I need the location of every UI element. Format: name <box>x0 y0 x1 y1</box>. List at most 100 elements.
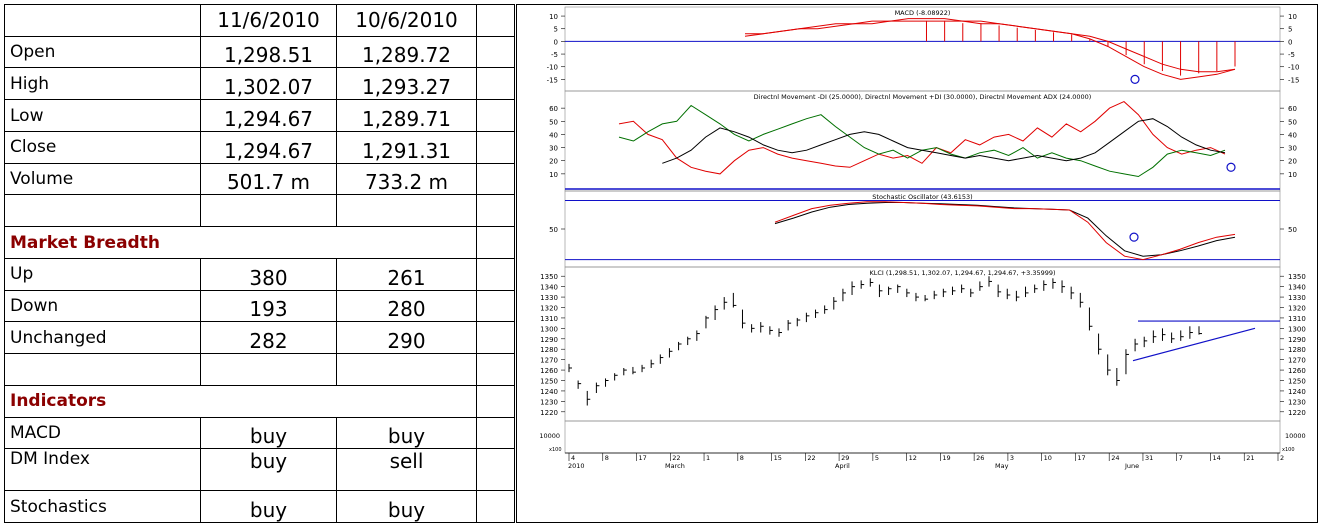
up-value-1: 380 <box>200 257 337 291</box>
y-tick-label-right: 10000 <box>1285 432 1306 440</box>
x-tick-label: 15 <box>774 454 782 462</box>
row-label-unchanged: Unchanged <box>4 321 201 355</box>
spacer-cell <box>476 4 515 37</box>
blank-cell <box>4 194 201 228</box>
volume-unit-label: x100 <box>1282 447 1295 453</box>
x-tick-label: 14 <box>1212 454 1220 462</box>
x-tick-label: 10 <box>1044 454 1052 462</box>
x-tick-label: 8 <box>740 454 744 462</box>
macd-line <box>744 18 1236 80</box>
y-tick-label-right: 30 <box>1288 145 1297 153</box>
stochastic-k-line <box>774 201 1236 261</box>
y-tick-label-left: 10000 <box>539 432 560 440</box>
x-tick-label: 4 <box>571 454 575 462</box>
x-month-label: May <box>995 462 1009 470</box>
x-tick-label: 26 <box>976 454 984 462</box>
y-tick-label-left: 1300 <box>540 325 558 333</box>
y-tick-label-right: -5 <box>1288 51 1295 59</box>
y-tick-label-right: 1290 <box>1288 336 1306 344</box>
high-value-1: 1,302.07 <box>200 67 337 101</box>
y-tick-label-left: 1280 <box>540 346 558 354</box>
panel-title: Directnl Movement -DI (25.0000), Directn… <box>754 93 1092 101</box>
y-tick-label-right: 10 <box>1288 171 1297 179</box>
y-tick-label-left: 10 <box>549 13 558 21</box>
annotation-circle <box>1129 232 1139 242</box>
date-header-2: 10/6/2010 <box>336 4 477 37</box>
low-value-1: 1,294.67 <box>200 99 337 132</box>
adx-line <box>662 118 1226 164</box>
x-tick-label: 21 <box>1246 454 1254 462</box>
y-tick-label-left: 0 <box>554 38 558 46</box>
y-tick-label-left: 1310 <box>540 315 558 323</box>
x-tick-label: 7 <box>1179 454 1183 462</box>
x-tick-label: 8 <box>605 454 609 462</box>
y-tick-label-right: 1330 <box>1288 294 1306 302</box>
y-tick-label-right: 5 <box>1288 26 1292 34</box>
x-tick-label: 22 <box>807 454 815 462</box>
open-value-2: 1,289.72 <box>336 35 477 69</box>
market-breadth-heading: Market Breadth <box>4 226 477 259</box>
date-header-1: 11/6/2010 <box>200 4 337 37</box>
y-tick-label-right: 50 <box>1288 118 1297 126</box>
x-tick-label: 12 <box>909 454 917 462</box>
market-summary-table: 11/6/2010 10/6/2010 Open 1,298.51 1,289.… <box>4 4 515 523</box>
x-tick-label: 1 <box>706 454 710 462</box>
x-tick-label: 17 <box>639 454 647 462</box>
unchanged-value-2: 290 <box>336 321 477 355</box>
minus-di-line <box>618 101 1226 175</box>
row-label-stochastics: Stochastics <box>4 490 201 523</box>
y-tick-label-left: 5 <box>554 26 558 34</box>
panel-title: Stochastic Oscillator (43.6153) <box>872 193 972 201</box>
y-tick-label-left: 1320 <box>540 305 558 313</box>
y-tick-label-left: 1220 <box>540 409 558 417</box>
panel-frame <box>564 420 1281 454</box>
y-tick-label-left: 10 <box>549 171 558 179</box>
y-tick-label-right: 1320 <box>1288 305 1306 313</box>
y-tick-label-right: 1220 <box>1288 409 1306 417</box>
volume-value-2: 733.2 m <box>336 162 477 196</box>
y-tick-label-left: 1330 <box>540 294 558 302</box>
macd-value-2: buy <box>336 416 477 450</box>
annotation-circle <box>1130 74 1140 85</box>
row-label-macd: MACD <box>4 416 201 450</box>
y-tick-label-left: 1230 <box>540 398 558 406</box>
y-tick-label-left: 50 <box>549 118 558 126</box>
x-month-label: March <box>665 462 685 470</box>
technical-chart-panel: 10 10 5 5 0 0 -5 -5 -10 -10 -15 -15 MACD (-8.08922) 6… <box>516 4 1318 523</box>
y-tick-label-right: 60 <box>1288 105 1297 113</box>
y-tick-label-right: 10 <box>1288 13 1297 21</box>
y-tick-label-right: -15 <box>1288 76 1299 84</box>
close-value-1: 1,294.67 <box>200 130 337 164</box>
x-tick-label: 3 <box>1010 454 1014 462</box>
x-month-label: April <box>835 462 850 470</box>
y-tick-label-right: 20 <box>1288 158 1297 166</box>
row-label-close: Close <box>4 130 201 164</box>
y-tick-label-left: 1240 <box>540 388 558 396</box>
unchanged-value-1: 282 <box>200 321 337 355</box>
y-tick-label-left: -5 <box>551 51 558 59</box>
x-tick-label: 31 <box>1145 454 1153 462</box>
dm-index-value-1: buy <box>200 448 337 492</box>
plus-di-line <box>618 104 1226 178</box>
row-label-volume: Volume <box>4 162 201 196</box>
macd-signal-line <box>745 20 1236 73</box>
y-tick-label-right: 1340 <box>1288 284 1306 292</box>
y-tick-label-left: 30 <box>549 145 558 153</box>
x-tick-label: 24 <box>1111 454 1119 462</box>
x-tick-label: 5 <box>875 454 879 462</box>
x-tick-label: 19 <box>942 454 950 462</box>
panel-title: MACD (-8.08922) <box>895 9 951 17</box>
high-value-2: 1,293.27 <box>336 67 477 101</box>
panel-frame <box>564 266 1281 422</box>
annotation-circle <box>1226 162 1236 172</box>
stochastics-value-2: buy <box>336 490 477 523</box>
x-tick-label: 29 <box>841 454 849 462</box>
y-tick-label-right: 1270 <box>1288 357 1306 365</box>
y-tick-label-right: 0 <box>1288 38 1292 46</box>
y-tick-label-left: 1340 <box>540 284 558 292</box>
y-tick-label-right: 1300 <box>1288 325 1306 333</box>
y-tick-label-left: 1260 <box>540 367 558 375</box>
volume-value-1: 501.7 m <box>200 162 337 196</box>
y-tick-label-left: -15 <box>547 76 558 84</box>
